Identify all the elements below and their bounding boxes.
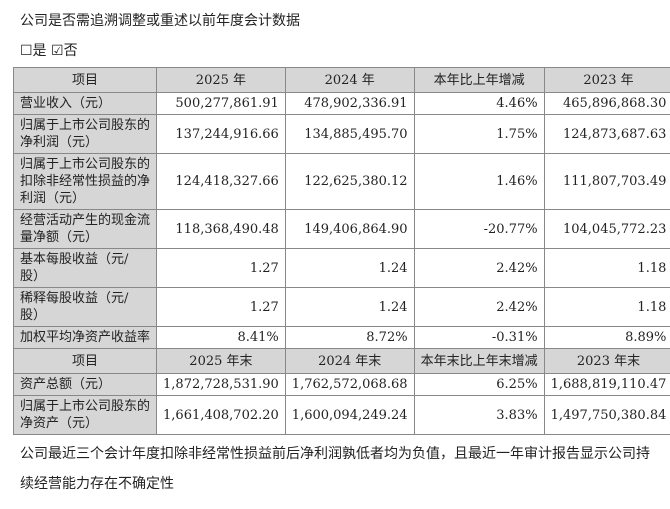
cell-value: 124,418,327.66	[157, 154, 286, 210]
row-label: 稀释每股收益（元/ 股）	[14, 288, 157, 327]
cell-value: 2.42%	[414, 288, 544, 327]
footnote: 公司最近三个会计年度扣除非经常性损益前后净利润孰低者均为负值，且最近一年审计报告…	[20, 439, 660, 499]
section-title: 公司是否需追溯调整或重述以前年度会计数据	[20, 11, 670, 31]
cell-value: 3.83%	[414, 396, 544, 435]
cell-value: 137,244,916.66	[157, 115, 286, 154]
cell-value: 1,872,728,531.90	[157, 374, 286, 396]
cell-value: 1.75%	[414, 115, 544, 154]
cell-value: 1.18	[544, 288, 670, 327]
cell-value: -20.77%	[414, 210, 544, 249]
row-label: 归属于上市公司股东的 净利润（元）	[14, 115, 157, 154]
cell-value: 6.25%	[414, 374, 544, 396]
cell-value: 500,277,861.91	[157, 93, 286, 115]
column-header: 项目	[14, 349, 157, 374]
row-label: 经营活动产生的现金流 量净额（元）	[14, 210, 157, 249]
column-header: 2023 年末	[544, 349, 670, 374]
cell-value: 8.72%	[285, 327, 414, 349]
row-label: 加权平均净资产收益率	[14, 327, 157, 349]
cell-value: 1.18	[544, 249, 670, 288]
cell-value: 4.46%	[414, 93, 544, 115]
cell-value: 1.46%	[414, 154, 544, 210]
cell-value: 8.41%	[157, 327, 286, 349]
cell-value: 8.89%	[544, 327, 670, 349]
column-header: 2023 年	[544, 68, 670, 93]
cell-value: 1.27	[157, 288, 286, 327]
cell-value: 149,406,864.90	[285, 210, 414, 249]
column-header: 本年比上年增减	[414, 68, 544, 93]
column-header: 2024 年末	[285, 349, 414, 374]
cell-value: 134,885,495.70	[285, 115, 414, 154]
cell-value: 478,902,336.91	[285, 93, 414, 115]
cell-value: 465,896,868.30	[544, 93, 670, 115]
cell-value: 1,497,750,380.84	[544, 396, 670, 435]
column-header: 2025 年	[157, 68, 286, 93]
cell-value: 118,368,490.48	[157, 210, 286, 249]
option-no-checkbox[interactable]: ☑否	[51, 43, 78, 59]
row-label: 归属于上市公司股东的 净资产（元）	[14, 396, 157, 435]
cell-value: 1,688,819,110.47	[544, 374, 670, 396]
option-yes-checkbox[interactable]: ☐是	[20, 43, 47, 59]
row-label: 营业收入（元）	[14, 93, 157, 115]
cell-value: -0.31%	[414, 327, 544, 349]
cell-value: 1,762,572,068.68	[285, 374, 414, 396]
cell-value: 111,807,703.49	[544, 154, 670, 210]
row-label: 基本每股收益（元/ 股）	[14, 249, 157, 288]
row-label: 资产总额（元）	[14, 374, 157, 396]
cell-value: 1.27	[157, 249, 286, 288]
table-row: 归属于上市公司股东的 扣除非经常性损益的净 利润（元）124,418,327.6…	[14, 154, 670, 210]
cell-value: 1,600,094,249.24	[285, 396, 414, 435]
cell-value: 1.24	[285, 249, 414, 288]
column-header: 项目	[14, 68, 157, 93]
cell-value: 124,873,687.63	[544, 115, 670, 154]
cell-value: 1.24	[285, 288, 414, 327]
cell-value: 122,625,380.12	[285, 154, 414, 210]
restatement-options: ☐是 ☑否	[20, 41, 670, 61]
cell-value: 104,045,772.23	[544, 210, 670, 249]
cell-value: 1,661,408,702.20	[157, 396, 286, 435]
column-header: 2025 年末	[157, 349, 286, 374]
cell-value: 2.42%	[414, 249, 544, 288]
column-header: 本年末比上年末增减	[414, 349, 544, 374]
row-label: 归属于上市公司股东的 扣除非经常性损益的净 利润（元）	[14, 154, 157, 210]
column-header: 2024 年	[285, 68, 414, 93]
